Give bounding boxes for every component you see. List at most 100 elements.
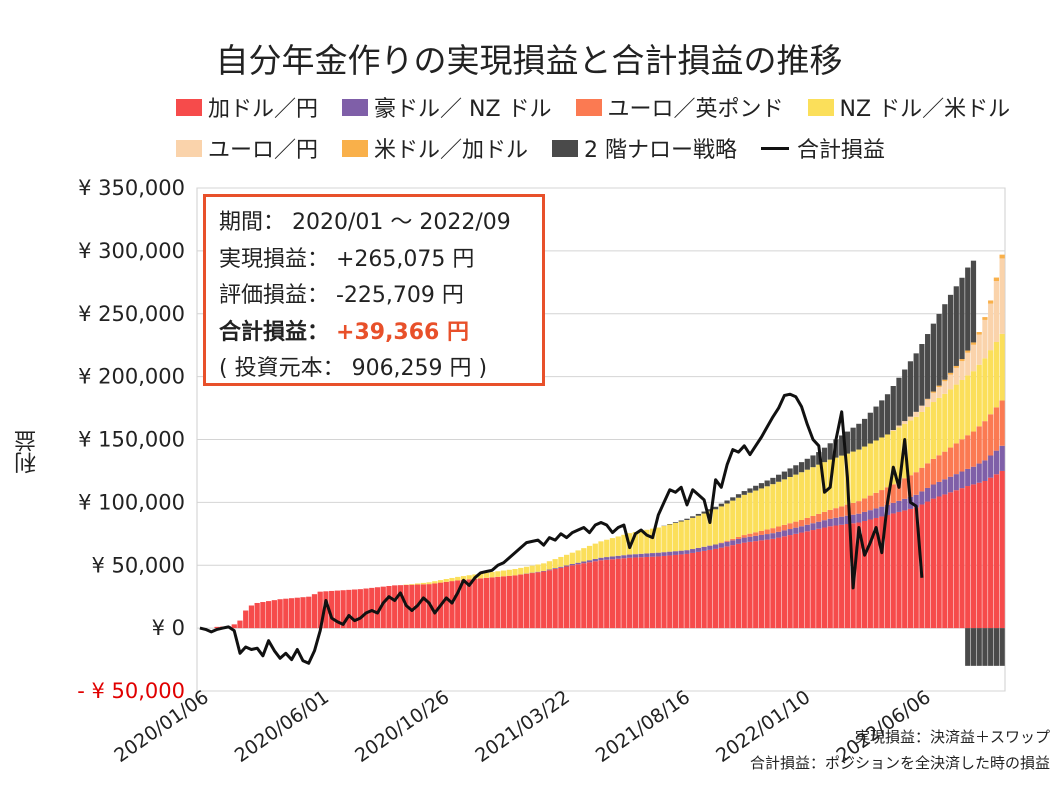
legend-label: 米ドル／加ドル	[374, 138, 529, 163]
bar-segment	[351, 589, 358, 629]
bar-segment	[684, 550, 690, 554]
bar-segment	[896, 425, 902, 428]
bar-segment	[231, 624, 237, 629]
bar-segment	[667, 551, 673, 556]
bar-segment	[667, 555, 673, 629]
x-tick-label: 2020/06/01	[231, 686, 333, 767]
legend-item: 米ドル／加ドル	[342, 132, 528, 164]
bar-segment	[947, 372, 954, 375]
bar-segment	[695, 547, 702, 552]
bar-segment	[564, 566, 570, 629]
bar-segment	[306, 596, 312, 629]
bar-segment	[655, 527, 661, 553]
bar-segment	[930, 498, 936, 629]
bar-segment	[913, 411, 919, 417]
bar-segment-negative	[965, 628, 971, 666]
bar-segment	[982, 319, 988, 359]
bar-segment	[667, 524, 673, 525]
x-tick-label: 2020/10/26	[351, 686, 453, 767]
bar-segment	[678, 550, 684, 555]
bar-segment	[942, 304, 948, 380]
bar-segment	[947, 447, 954, 477]
bar-segment	[598, 541, 604, 558]
bar-segment	[598, 557, 604, 561]
bar-segment	[856, 423, 862, 450]
bar-segment	[569, 565, 575, 629]
bar-segment	[993, 474, 1000, 629]
bar-segment	[758, 540, 765, 629]
bar-segment	[839, 516, 845, 525]
bar-segment	[649, 553, 656, 557]
bar-segment	[254, 602, 260, 629]
legend-label: 2 階ナロー戦略	[584, 138, 738, 163]
bar-segment	[942, 494, 948, 629]
bar-segment	[415, 583, 421, 585]
bar-segment	[816, 452, 822, 465]
bar-segment	[552, 569, 558, 629]
bar-segment	[661, 552, 667, 556]
bar-segment	[810, 530, 816, 629]
bar-segment	[907, 420, 914, 476]
bar-segment	[512, 569, 518, 576]
bar-segment	[884, 434, 891, 488]
bar-segment	[879, 437, 885, 491]
bar-segment	[781, 530, 787, 537]
bar-segment	[598, 560, 604, 629]
bar-segment	[575, 562, 581, 565]
bar-segment	[787, 535, 793, 629]
bar-segment	[907, 475, 914, 497]
summary-box: 期間： 2020/01 ～ 2022/09 実現損益： +265,075 円 評…	[203, 194, 545, 386]
bar-segment	[712, 544, 719, 549]
bar-segment	[615, 558, 621, 629]
legend-label: 豪ドル／ NZ ドル	[374, 97, 552, 122]
bar-segment	[850, 514, 856, 524]
bar-segment	[672, 522, 679, 552]
bar-segment	[690, 517, 696, 550]
bar-segment	[449, 577, 455, 582]
bar-segment	[288, 598, 295, 629]
legend-line	[761, 146, 790, 150]
bar-segment	[695, 515, 702, 548]
bar-segment	[621, 555, 627, 559]
bar-segment-negative	[970, 628, 977, 666]
bar-segment	[913, 416, 919, 473]
bar-segment	[976, 334, 982, 365]
bar-segment	[455, 580, 461, 629]
bar-segment	[248, 605, 255, 629]
y-tick-label: ¥ 150,000	[78, 428, 185, 452]
bar-segment	[764, 486, 770, 530]
bar-segment	[523, 566, 530, 574]
bar-segment	[678, 521, 684, 551]
bar-segment	[833, 517, 839, 526]
bar-segment	[936, 455, 942, 482]
x-tick-label: 2021/08/16	[592, 686, 694, 767]
bar-segment	[936, 481, 942, 497]
y-tick-label: ¥ 50,000	[91, 553, 185, 577]
bar-segment	[959, 488, 965, 629]
bar-segment	[816, 464, 822, 514]
bar-segment	[970, 260, 977, 343]
bar-segment	[827, 509, 833, 519]
bar-segment	[271, 600, 277, 629]
bar-segment	[993, 281, 1000, 343]
bar-segment	[466, 575, 472, 580]
bar-segment	[861, 418, 868, 447]
bar-segment	[925, 501, 931, 629]
legend-swatch	[176, 98, 202, 116]
bar-segment	[529, 565, 535, 573]
bar-segment	[483, 572, 490, 578]
bar-segment	[827, 443, 833, 460]
bar-segment	[701, 513, 707, 547]
bar-segment	[712, 506, 719, 510]
total-row: 合計損益： +39,366 円	[219, 315, 542, 352]
bar-segment	[214, 626, 220, 629]
footnote-total: 合計損益：ポジションを全決済した時の損益	[749, 754, 1050, 772]
footnote-realized: 実現損益：決済益＋スワップ	[854, 728, 1050, 746]
bar-segment	[913, 472, 919, 495]
bar-segment	[776, 537, 782, 629]
bar-segment	[993, 277, 1000, 282]
bar-segment	[735, 543, 742, 629]
bar-segment	[999, 258, 1005, 334]
bar-segment	[947, 294, 954, 373]
bar-segment	[810, 523, 816, 531]
